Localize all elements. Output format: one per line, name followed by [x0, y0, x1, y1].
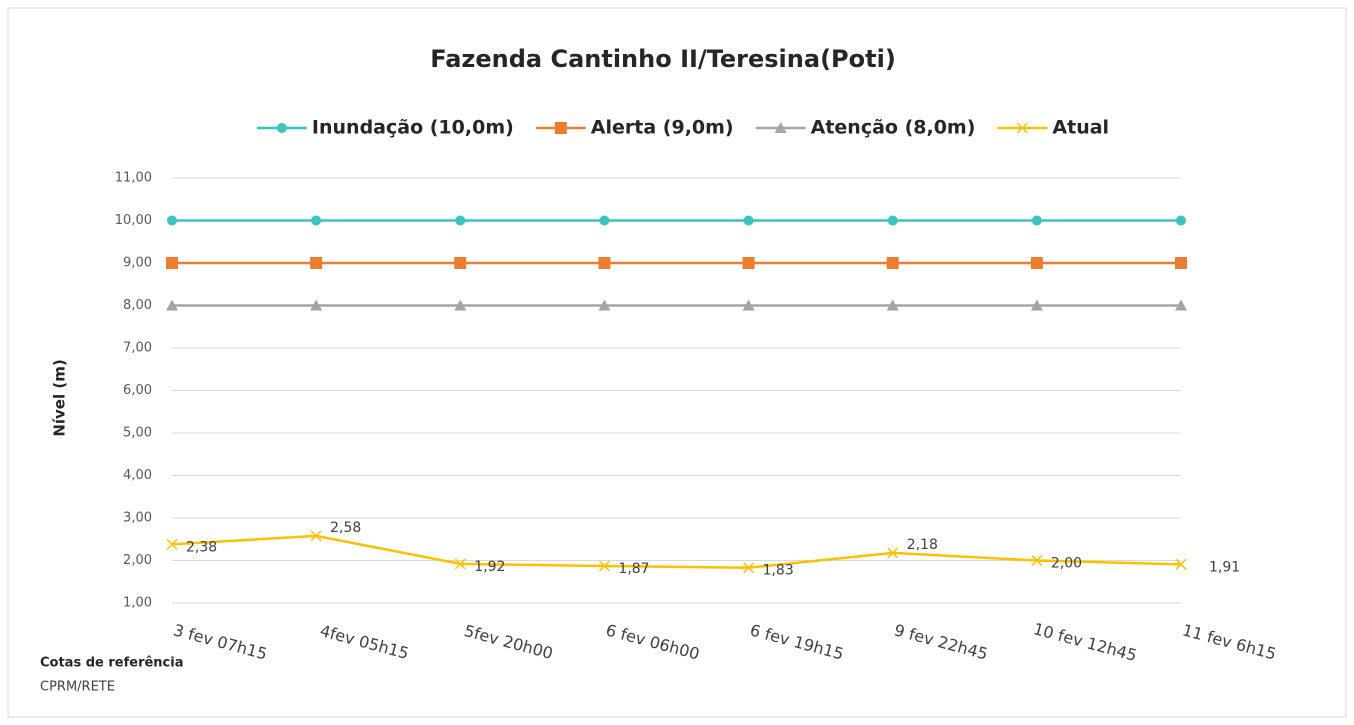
y-tick-label: 3,00: [123, 511, 152, 526]
data-label: 2,38: [186, 539, 217, 555]
data-label: 1,92: [474, 559, 505, 575]
marker: [454, 299, 467, 311]
marker: [310, 299, 323, 311]
data-label: 2,58: [330, 520, 361, 536]
marker: [598, 299, 611, 311]
y-tick-label: 9,00: [123, 256, 152, 271]
marker: [743, 562, 755, 574]
chart-border: [7, 7, 1347, 718]
marker: [166, 257, 178, 269]
marker: [887, 547, 899, 559]
marker: [455, 215, 466, 226]
data-label: 1,83: [763, 563, 794, 579]
marker: [742, 257, 755, 269]
data-label: 1,91: [1209, 559, 1240, 575]
data-label: 2,18: [907, 537, 938, 553]
marker: [1031, 215, 1042, 226]
marker: [1175, 299, 1187, 311]
legend-label: Atenção (8,0m): [811, 117, 976, 139]
legend-marker: [276, 123, 287, 133]
legend-label: Atual: [1052, 117, 1109, 139]
marker: [887, 215, 898, 226]
y-tick-label: 7,00: [123, 341, 152, 356]
marker: [166, 299, 178, 311]
y-tick-label: 1,00: [123, 596, 152, 611]
marker: [599, 215, 610, 226]
legend-label: Inundação (10,0m): [312, 117, 514, 139]
legend-label: Alerta (9,0m): [591, 117, 734, 139]
legend: Inundação (10,0m) Alerta (9,0m) Atenção (8…: [256, 117, 1109, 139]
footnote: Cotas de referência: [40, 656, 184, 671]
marker: [886, 257, 899, 269]
data-label: 1,87: [618, 561, 649, 577]
y-tick-label: 2,00: [123, 553, 152, 568]
y-tick-label: 11,00: [115, 171, 152, 186]
marker: [1030, 299, 1043, 311]
marker: [1175, 558, 1187, 570]
legend-marker: [554, 122, 567, 134]
data-label: 2,00: [1051, 556, 1082, 572]
y-axis-label: Nível (m): [51, 359, 69, 436]
marker: [1175, 257, 1187, 269]
marker: [310, 530, 322, 542]
chart-title: Fazenda Cantinho II/Teresina(Poti): [430, 45, 896, 73]
y-tick-label: 10,00: [115, 213, 152, 228]
marker: [1031, 554, 1043, 567]
marker: [454, 558, 466, 570]
y-tick-label: 4,00: [123, 468, 152, 483]
marker: [598, 560, 610, 572]
legend-marker: [1016, 122, 1028, 134]
marker: [1030, 257, 1043, 269]
y-tick-label: 8,00: [123, 298, 152, 313]
marker: [743, 215, 754, 226]
marker: [1176, 215, 1186, 226]
marker: [166, 538, 178, 550]
y-tick-label: 5,00: [123, 426, 152, 441]
y-tick-label: 6,00: [123, 383, 152, 398]
marker: [167, 215, 177, 226]
marker: [454, 257, 467, 269]
marker: [310, 257, 323, 269]
legend-marker: [774, 122, 787, 133]
marker: [311, 215, 322, 226]
footnote: CPRM/RETE: [40, 680, 115, 695]
series-line: [171, 534, 1182, 569]
marker: [742, 299, 755, 311]
marker: [886, 299, 899, 311]
marker: [598, 257, 611, 269]
